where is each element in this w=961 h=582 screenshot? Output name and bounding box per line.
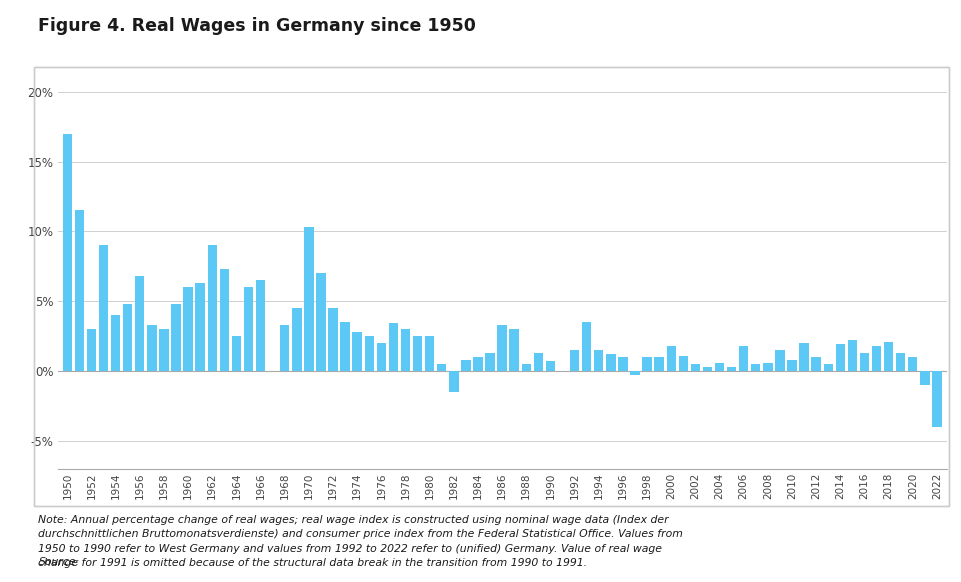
Bar <box>305 227 313 371</box>
Bar <box>824 364 833 371</box>
Bar <box>776 350 784 371</box>
Bar <box>340 322 350 371</box>
Bar <box>160 329 168 371</box>
Bar <box>811 357 821 371</box>
Bar <box>884 342 894 371</box>
Bar <box>184 287 193 371</box>
Bar <box>594 350 604 371</box>
Bar <box>62 134 72 371</box>
Bar <box>280 325 289 371</box>
Bar <box>727 367 736 371</box>
Bar <box>582 322 591 371</box>
Bar <box>195 283 205 371</box>
Bar <box>232 336 241 371</box>
Bar <box>860 353 869 371</box>
Bar <box>800 343 809 371</box>
Bar <box>509 329 519 371</box>
Bar <box>485 353 495 371</box>
Bar <box>630 371 640 375</box>
Bar <box>787 360 797 371</box>
Bar <box>752 364 760 371</box>
Bar <box>739 346 749 371</box>
Bar <box>691 364 700 371</box>
Bar <box>86 329 96 371</box>
Text: Note: Annual percentage change of real wages; real wage index is constructed usi: Note: Annual percentage change of real w… <box>38 515 683 568</box>
Bar <box>353 332 362 371</box>
Bar <box>123 304 133 371</box>
Text: Source:: Source: <box>38 557 80 567</box>
Bar <box>570 350 579 371</box>
Bar <box>111 315 120 371</box>
Bar <box>437 364 447 371</box>
Bar <box>377 343 386 371</box>
Bar <box>461 360 471 371</box>
Bar <box>401 329 410 371</box>
Bar <box>220 269 229 371</box>
Bar <box>292 308 302 371</box>
Bar <box>99 246 109 371</box>
Bar <box>872 346 881 371</box>
Bar <box>413 336 422 371</box>
Bar <box>425 336 434 371</box>
Bar <box>498 325 506 371</box>
Bar <box>147 325 157 371</box>
Bar <box>208 246 217 371</box>
Bar <box>316 273 326 371</box>
Bar <box>136 276 144 371</box>
Bar <box>654 357 664 371</box>
Bar <box>896 353 905 371</box>
Bar <box>932 371 942 427</box>
Bar <box>244 287 253 371</box>
Bar <box>920 371 929 385</box>
Bar <box>256 280 265 371</box>
Bar <box>388 324 398 371</box>
Bar <box>364 336 374 371</box>
Bar <box>678 356 688 371</box>
Bar <box>522 364 531 371</box>
Bar <box>848 340 857 371</box>
Bar <box>449 371 458 392</box>
Text: Figure 4. Real Wages in Germany since 1950: Figure 4. Real Wages in Germany since 19… <box>38 17 477 36</box>
Bar <box>702 367 712 371</box>
Bar <box>329 308 337 371</box>
Bar <box>715 363 725 371</box>
Bar <box>546 361 555 371</box>
Bar <box>618 357 628 371</box>
Bar <box>171 304 181 371</box>
Bar <box>533 353 543 371</box>
Bar <box>642 357 652 371</box>
Bar <box>908 357 918 371</box>
Bar <box>836 345 845 371</box>
Bar <box>75 211 85 371</box>
Bar <box>606 354 616 371</box>
Bar <box>473 357 482 371</box>
Bar <box>667 346 676 371</box>
Bar <box>763 363 773 371</box>
